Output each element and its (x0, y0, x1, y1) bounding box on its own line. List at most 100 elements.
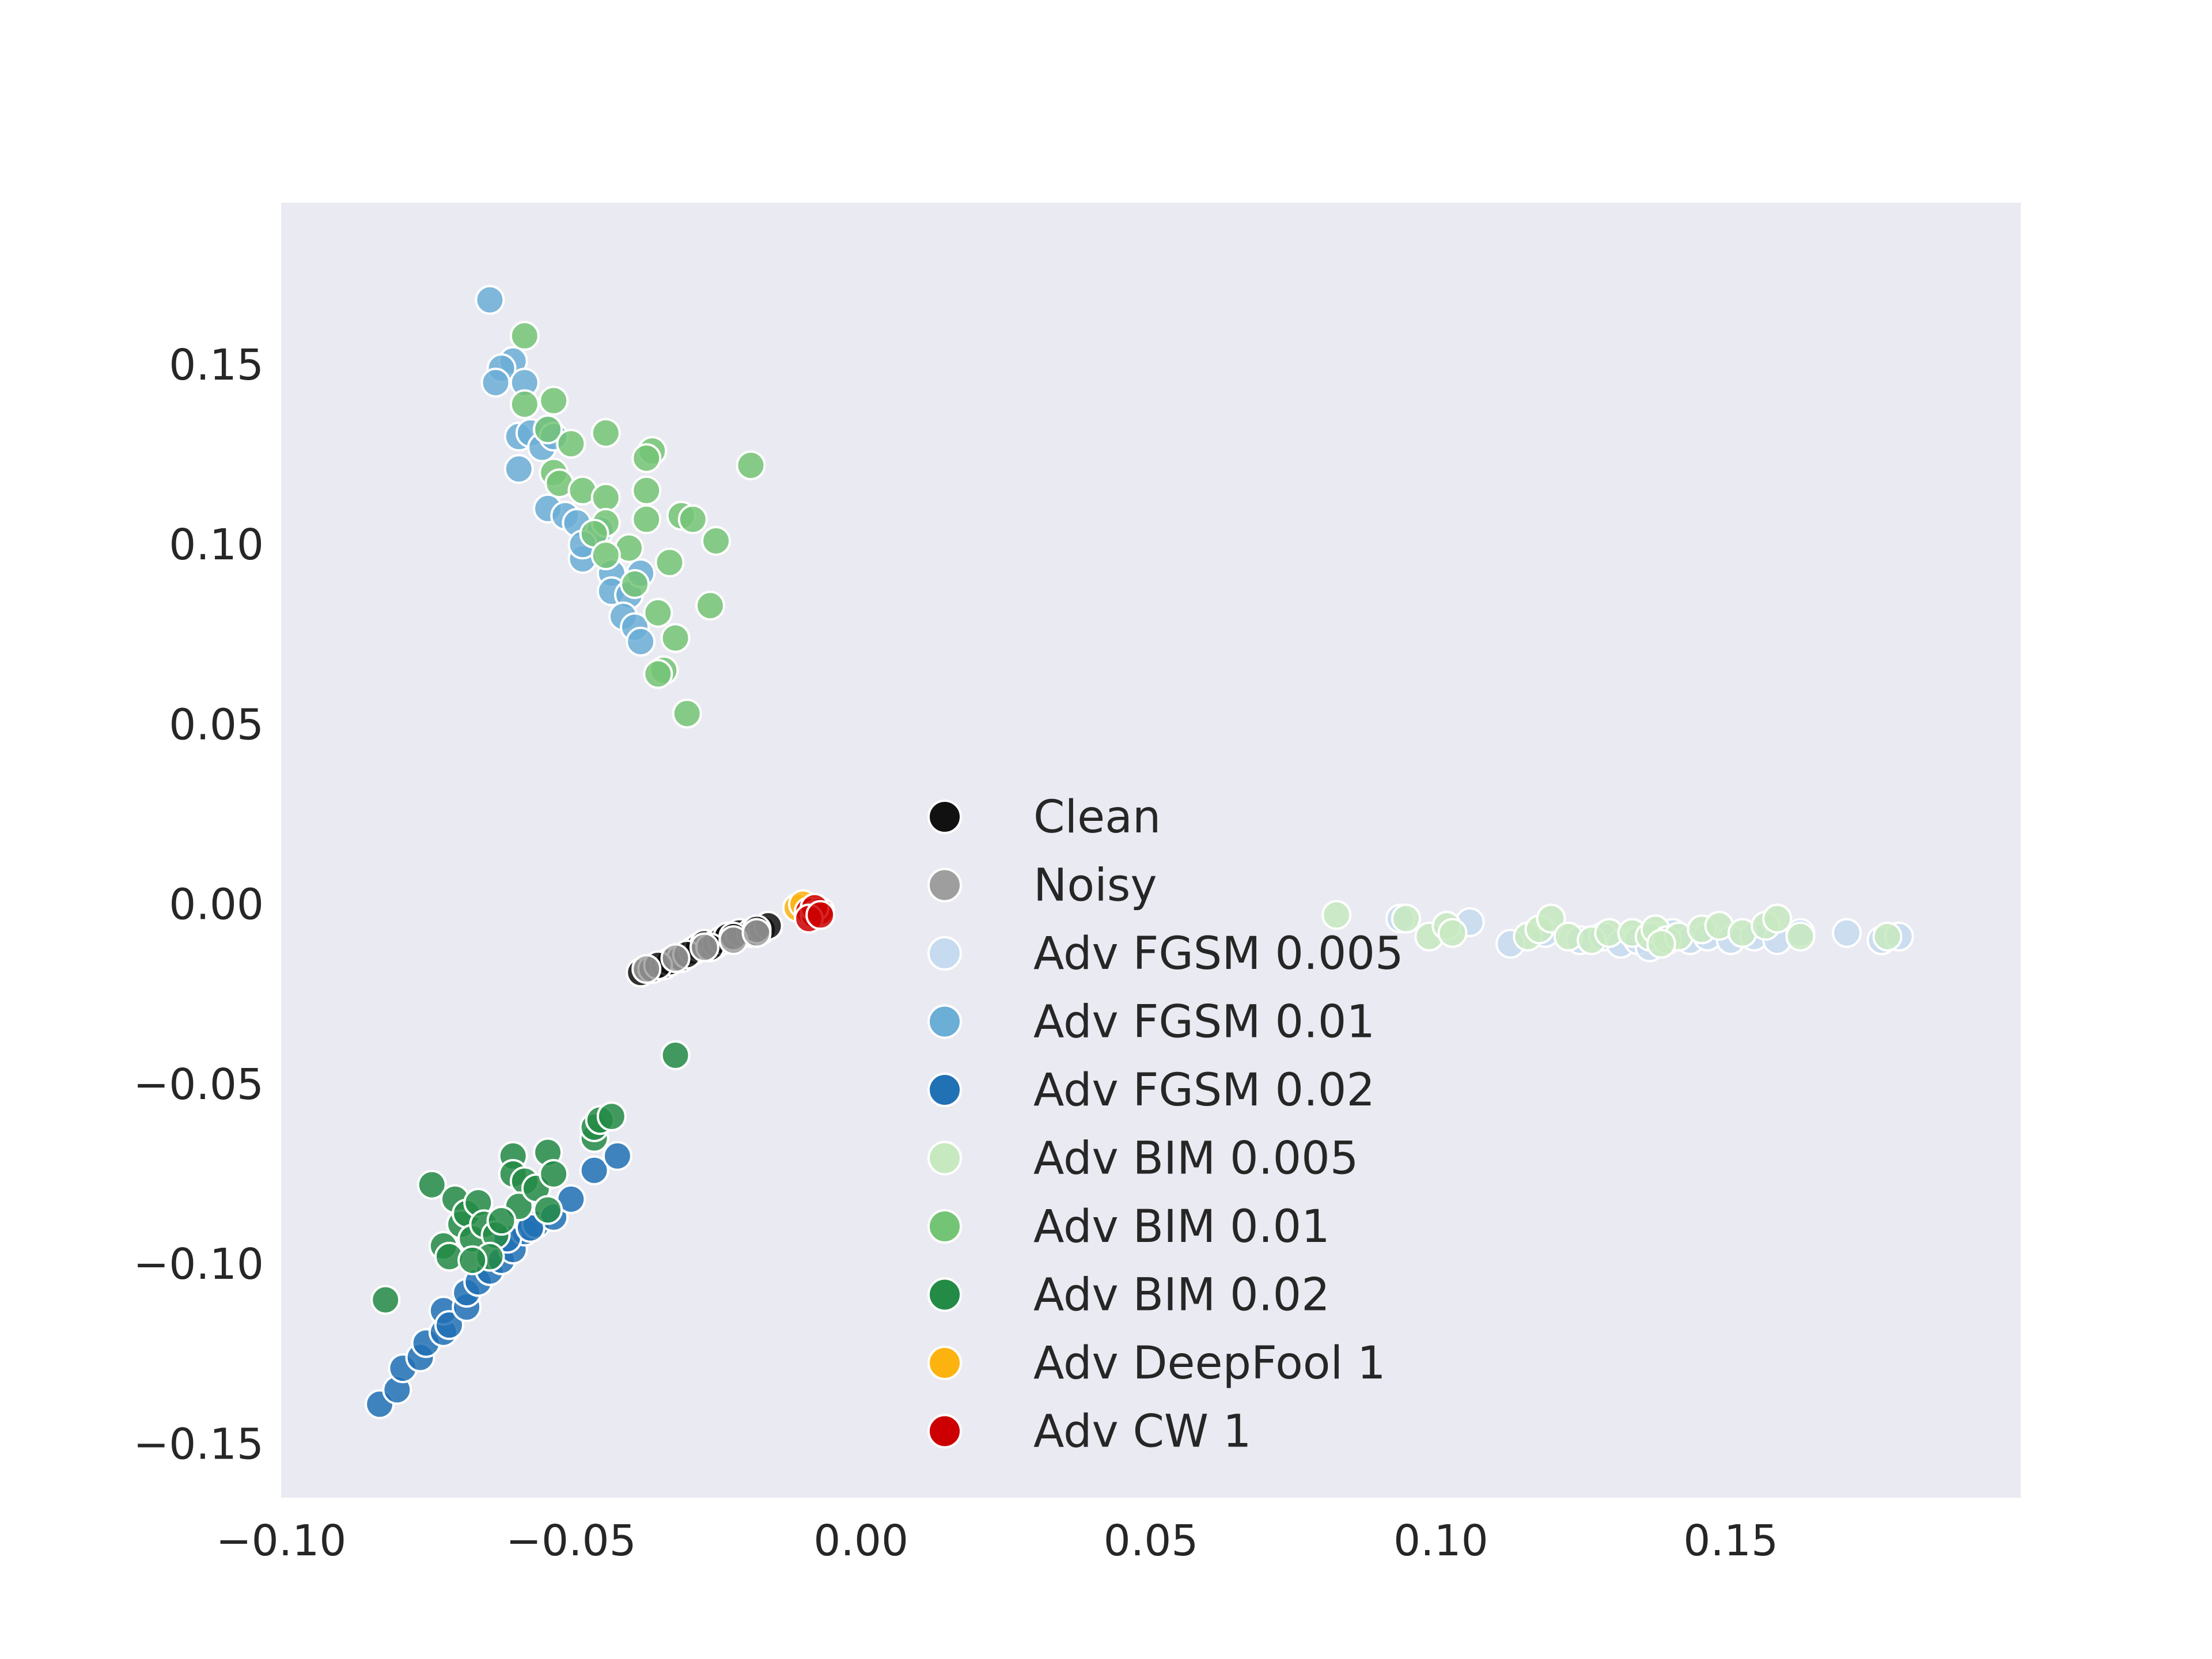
legend-label: Clean (1033, 791, 1161, 843)
data-point (1762, 903, 1793, 934)
y-tick-label: 0.15 (169, 340, 264, 390)
x-axis-ticks: −0.10 −0.05 0.00 0.05 0.10 0.15 (216, 1516, 1778, 1566)
data-point (590, 418, 621, 448)
legend-label: Adv BIM 0.01 (1033, 1201, 1330, 1253)
legend-entry: Adv FGSM 0.005 (927, 928, 1404, 980)
x-tick-label: 0.05 (1104, 1516, 1199, 1566)
legend-label: Adv BIM 0.02 (1033, 1270, 1330, 1321)
data-point (1785, 921, 1816, 952)
data-point (480, 368, 511, 398)
legend-marker (927, 936, 962, 971)
series-adv-bim-0-01 (509, 321, 766, 729)
data-point (677, 504, 708, 535)
y-tick-label: 0.00 (169, 880, 264, 930)
legend-marker (927, 1346, 962, 1380)
data-point (660, 623, 691, 653)
data-point (1391, 903, 1421, 934)
data-point (590, 483, 621, 513)
data-point (596, 1101, 627, 1132)
legend-marker (927, 800, 962, 834)
data-point (1437, 918, 1468, 948)
x-tick-label: 0.10 (1393, 1516, 1488, 1566)
data-point (695, 590, 725, 621)
legend-marker (927, 868, 962, 903)
legend-entry: Adv BIM 0.02 (927, 1270, 1330, 1321)
data-point (701, 525, 731, 556)
data-point (509, 389, 540, 419)
legend-label: Adv DeepFool 1 (1033, 1338, 1386, 1389)
legend-label: Adv FGSM 0.005 (1033, 928, 1404, 980)
data-point (509, 321, 540, 351)
data-point (556, 429, 586, 459)
legend-marker (927, 1277, 962, 1312)
series-adv-bim-0-005 (1321, 900, 1903, 959)
data-point (539, 1159, 569, 1189)
data-point (1321, 900, 1352, 930)
legend-label: Noisy (1033, 860, 1157, 912)
data-point (416, 1169, 447, 1200)
data-point (503, 454, 534, 484)
data-point (736, 450, 766, 480)
legend: Clean Noisy Adv FGSM 0.005 Adv FGSM 0.01 Adv… (927, 791, 1404, 1458)
series-adv-cw-1 (794, 892, 836, 934)
legend-label: Adv CW 1 (1033, 1406, 1251, 1458)
data-point (631, 475, 662, 506)
data-point (370, 1285, 401, 1315)
legend-entry: Adv DeepFool 1 (927, 1338, 1386, 1389)
data-point (805, 900, 836, 930)
y-tick-label: 0.05 (169, 700, 264, 749)
legend-marker (927, 1073, 962, 1107)
data-point (1646, 929, 1676, 959)
series-noisy (631, 918, 772, 984)
series-adv-bim-0-02 (370, 1040, 691, 1315)
data-point (1832, 918, 1862, 948)
legend-entry: Adv BIM 0.005 (927, 1133, 1358, 1185)
legend-marker (927, 1004, 962, 1039)
data-point (643, 597, 673, 628)
legend-label: Adv BIM 0.005 (1033, 1133, 1358, 1185)
legend-entry: Adv CW 1 (927, 1406, 1251, 1458)
data-point (654, 547, 685, 578)
x-tick-label: 0.00 (813, 1516, 908, 1566)
y-axis-ticks: −0.15 −0.10 −0.05 0.00 0.05 0.10 0.15 (133, 340, 264, 1469)
legend-entry: Adv FGSM 0.02 (927, 1065, 1375, 1116)
x-tick-label: −0.05 (506, 1516, 637, 1566)
y-tick-label: −0.10 (133, 1240, 264, 1289)
x-tick-label: −0.10 (216, 1516, 347, 1566)
legend-marker (927, 1414, 962, 1449)
data-points (365, 285, 1914, 1419)
legend-marker (927, 1141, 962, 1176)
data-point (626, 626, 656, 657)
data-point (539, 385, 569, 416)
y-tick-label: 0.10 (169, 520, 264, 570)
legend-label: Adv FGSM 0.02 (1033, 1065, 1375, 1116)
legend-entry: Adv BIM 0.01 (927, 1201, 1330, 1253)
data-point (434, 1310, 464, 1340)
data-point (486, 1206, 517, 1236)
data-point (533, 414, 563, 445)
data-point (660, 943, 691, 974)
legend-entry: Noisy (927, 860, 1157, 912)
data-point (631, 954, 662, 984)
data-point (1872, 921, 1903, 952)
data-point (1536, 903, 1566, 934)
data-point (620, 569, 650, 599)
legend-entry: Adv FGSM 0.01 (927, 997, 1375, 1048)
legend-marker (927, 1209, 962, 1244)
data-point (672, 698, 702, 729)
data-point (631, 443, 662, 474)
data-point (631, 504, 662, 535)
data-point (475, 285, 505, 315)
legend-label: Adv FGSM 0.01 (1033, 997, 1375, 1048)
data-point (579, 1155, 609, 1185)
data-point (741, 918, 772, 948)
data-point (590, 540, 621, 570)
data-point (689, 932, 719, 963)
plot-area (281, 203, 2021, 1498)
y-tick-label: −0.05 (133, 1060, 264, 1109)
y-tick-label: −0.15 (133, 1419, 264, 1469)
data-point (533, 1195, 563, 1225)
data-point (457, 1245, 488, 1275)
legend-entry: Clean (927, 791, 1161, 843)
